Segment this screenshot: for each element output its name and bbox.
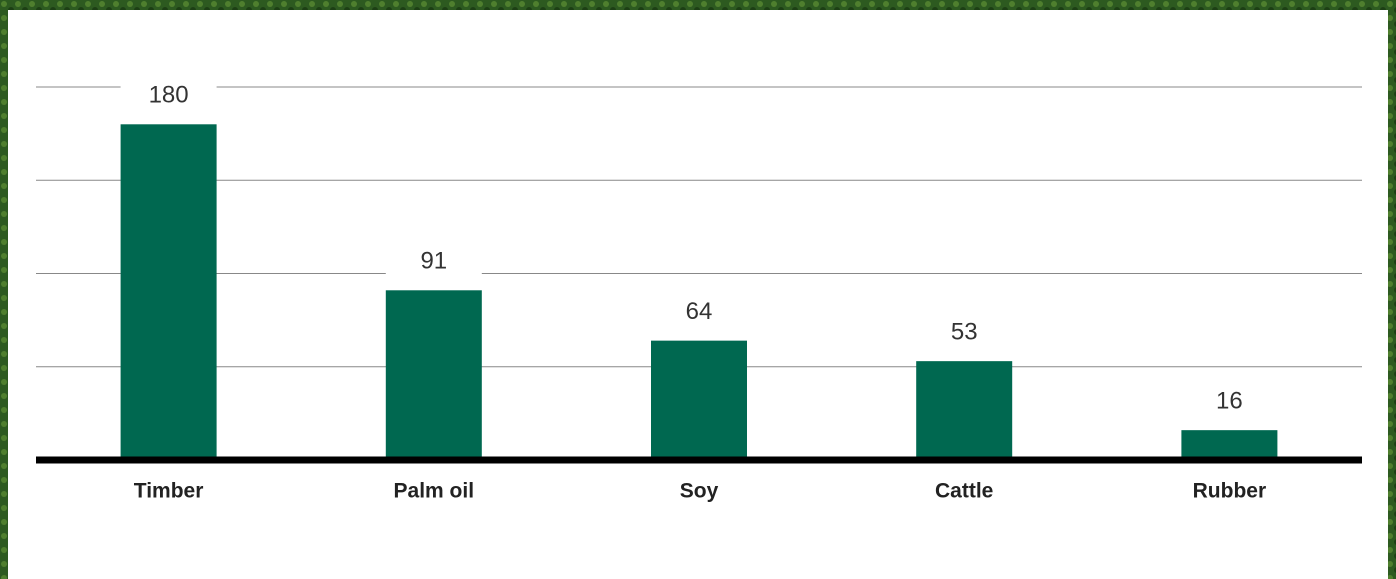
- value-label-background: [385, 244, 482, 279]
- bar: [651, 340, 747, 460]
- value-label-background: [120, 78, 217, 113]
- chart-panel: [8, 10, 1388, 579]
- x-tick-label: Soy: [680, 480, 719, 503]
- bar: [385, 290, 482, 460]
- x-tick-label: Timber: [134, 480, 204, 503]
- value-label: 64: [686, 298, 713, 325]
- value-label: 16: [1216, 388, 1243, 415]
- bar: [120, 124, 217, 461]
- x-tick-label: Cattle: [935, 480, 993, 503]
- value-label-background: [651, 294, 747, 329]
- x-tick-label: Rubber: [1193, 480, 1267, 503]
- value-label: 53: [951, 318, 978, 345]
- value-label: 91: [420, 248, 447, 275]
- bar: [916, 361, 1013, 460]
- value-label-background: [1181, 384, 1278, 419]
- value-label: 180: [149, 82, 189, 109]
- bar: [1181, 430, 1278, 460]
- x-tick-label: Palm oil: [394, 480, 475, 503]
- value-label-background: [916, 315, 1013, 350]
